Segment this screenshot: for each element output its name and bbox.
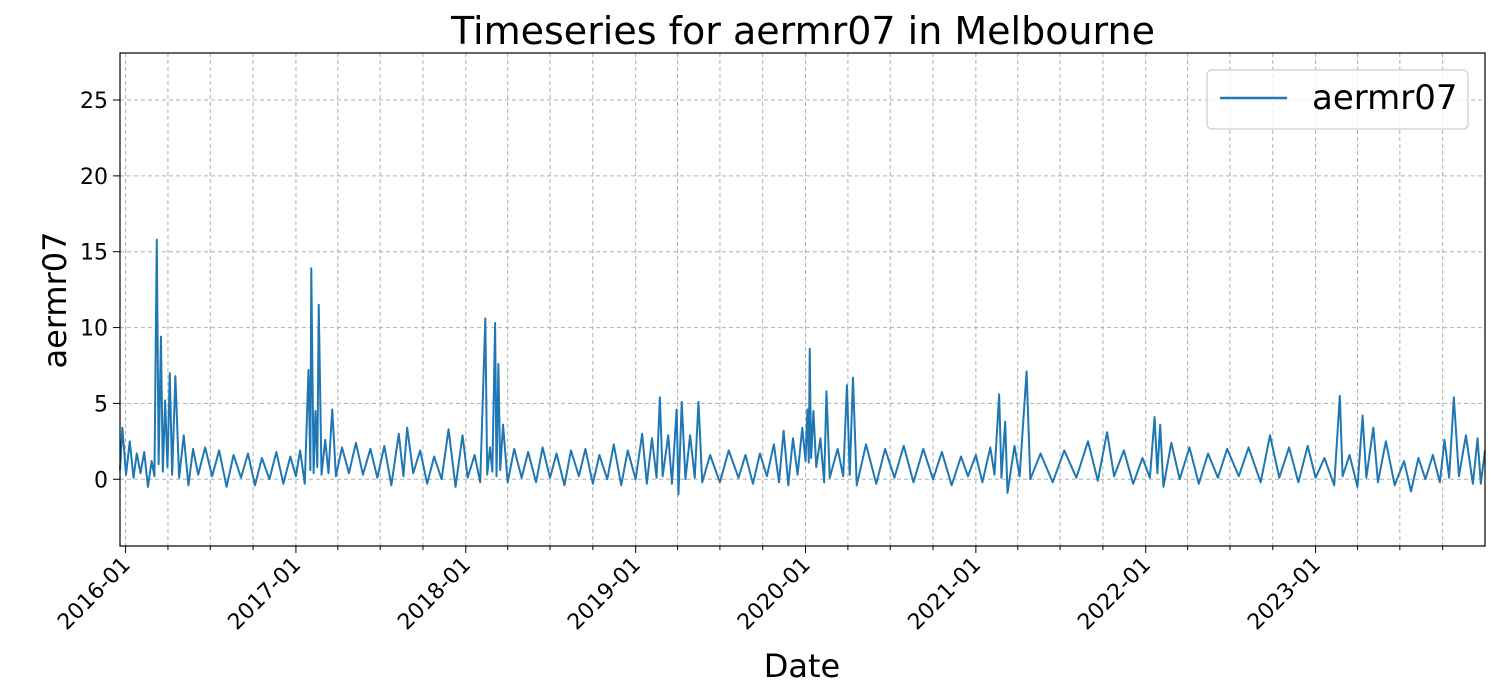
y-tick-label: 5 (94, 392, 108, 417)
y-tick-label: 20 (80, 165, 108, 190)
x-axis-label: Date (764, 647, 840, 685)
minor-ticks (125, 546, 1444, 553)
y-tick-label: 10 (80, 317, 108, 342)
plot-frame (119, 52, 1486, 547)
y-tick-label: 15 (80, 241, 108, 266)
x-tick-label: 2021-01 (903, 553, 986, 636)
y-tick-label: 25 (80, 89, 108, 114)
y-tick-label: 0 (94, 468, 108, 493)
y-axis-label: aermr07 (36, 232, 74, 369)
legend-label: aermr07 (1312, 78, 1458, 118)
x-tick-label: 2016-01 (53, 553, 136, 636)
y-axis: 0 5 10 15 20 25 (80, 89, 120, 493)
x-tick-label: 2018-01 (393, 553, 476, 636)
x-tick-label: 2017-01 (223, 553, 306, 636)
x-tick-label: 2022-01 (1073, 553, 1156, 636)
legend: aermr07 (1206, 69, 1469, 130)
series-line-aermr07 (119, 238, 1486, 496)
chart-title: Timeseries for aermr07 in Melbourne (450, 9, 1155, 53)
x-tick-label: 2023-01 (1243, 553, 1326, 636)
x-tick-label: 2020-01 (733, 553, 816, 636)
legend-box (1206, 69, 1469, 130)
x-axis: 2016-01 2017-01 2018-01 2019-01 2020-01 2021-… (53, 553, 1326, 636)
series-layer (119, 238, 1486, 496)
x-tick-label: 2019-01 (563, 553, 646, 636)
